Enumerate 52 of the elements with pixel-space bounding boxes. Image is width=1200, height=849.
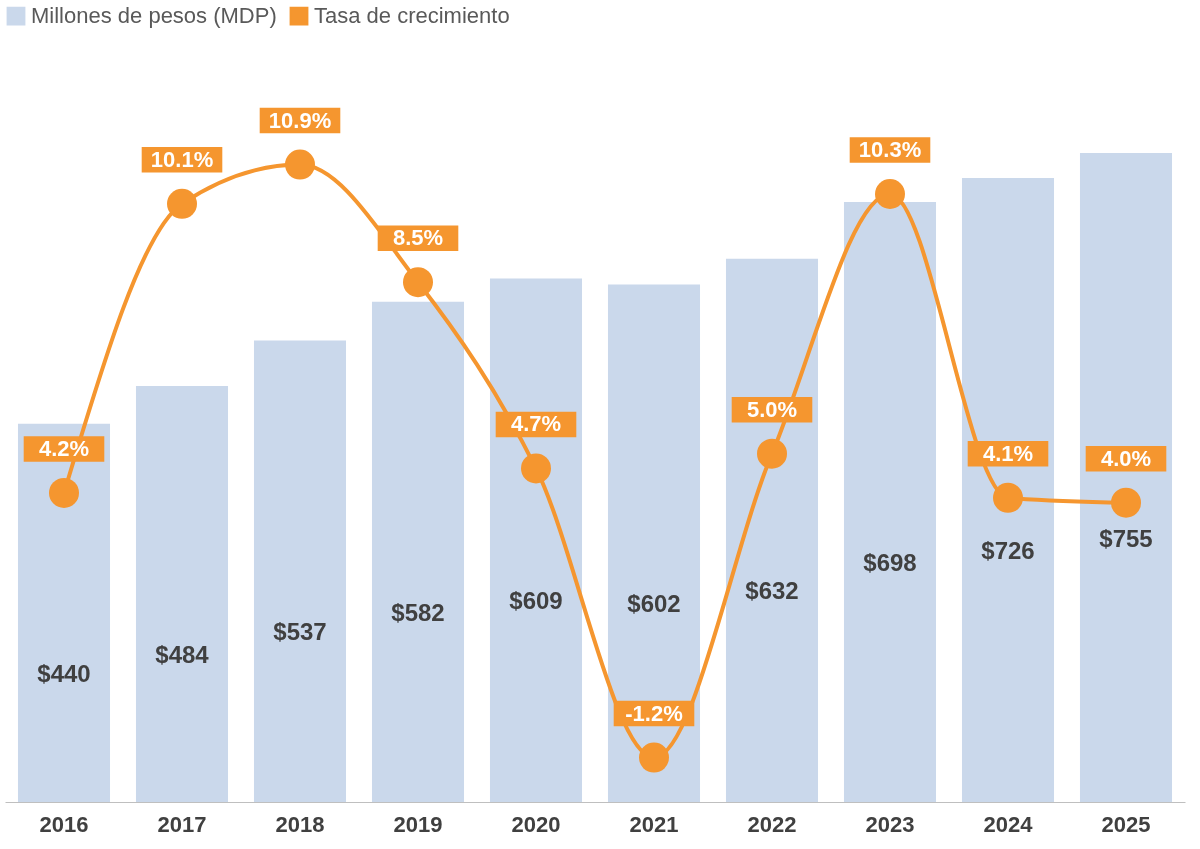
point <box>49 477 79 508</box>
data-label: 10.3% <box>858 136 922 162</box>
bar <box>253 340 347 802</box>
data-label: 10.1% <box>150 146 214 172</box>
bar <box>607 284 701 802</box>
data-label: 8.5% <box>392 225 444 251</box>
data-label: 5.0% <box>746 396 798 422</box>
data-label: 4.7% <box>510 411 562 437</box>
data-label: -1.2% <box>625 700 683 726</box>
data-label: $632 <box>745 577 799 605</box>
point <box>1111 487 1141 518</box>
bar <box>489 278 583 802</box>
data-label: 10.9% <box>268 107 332 133</box>
x-tick-label: 2021 <box>629 811 679 837</box>
legend-label: Millones de pesos (MDP) <box>31 3 277 29</box>
x-tick-label: 2017 <box>157 811 207 837</box>
point <box>167 188 197 219</box>
x-tick-label: 2024 <box>983 811 1034 837</box>
legend-label: Tasa de crecimiento <box>314 3 510 29</box>
bar <box>725 258 819 802</box>
bar <box>135 386 229 802</box>
data-label: $484 <box>155 641 210 668</box>
data-label: $698 <box>863 549 917 577</box>
x-tick-label: 2022 <box>747 811 797 837</box>
data-label: $440 <box>37 659 91 687</box>
data-label: $609 <box>509 587 563 615</box>
point <box>875 179 905 209</box>
bar <box>843 202 937 802</box>
x-tick-label: 2018 <box>275 811 325 837</box>
data-label: $755 <box>1099 524 1153 552</box>
bar <box>961 178 1055 802</box>
x-tick-label: 2020 <box>511 811 561 837</box>
data-label: 4.1% <box>982 440 1034 466</box>
bar <box>371 301 465 802</box>
point <box>757 438 787 469</box>
x-tick-label: 2023 <box>865 811 915 837</box>
x-tick-label: 2019 <box>393 811 443 837</box>
data-label: $537 <box>273 618 327 646</box>
bar <box>17 423 111 802</box>
data-label: 4.2% <box>38 435 90 461</box>
point <box>521 453 551 484</box>
x-tick-label: 2025 <box>1101 811 1151 837</box>
data-label: $582 <box>391 598 445 626</box>
point <box>993 482 1023 513</box>
point <box>639 742 669 773</box>
x-tick-label: 2016 <box>39 811 89 837</box>
point <box>403 267 433 298</box>
point <box>285 149 315 180</box>
bar <box>1079 153 1173 802</box>
data-label: $602 <box>627 590 681 618</box>
data-label: $726 <box>981 537 1035 564</box>
data-label: 4.0% <box>1100 445 1152 471</box>
